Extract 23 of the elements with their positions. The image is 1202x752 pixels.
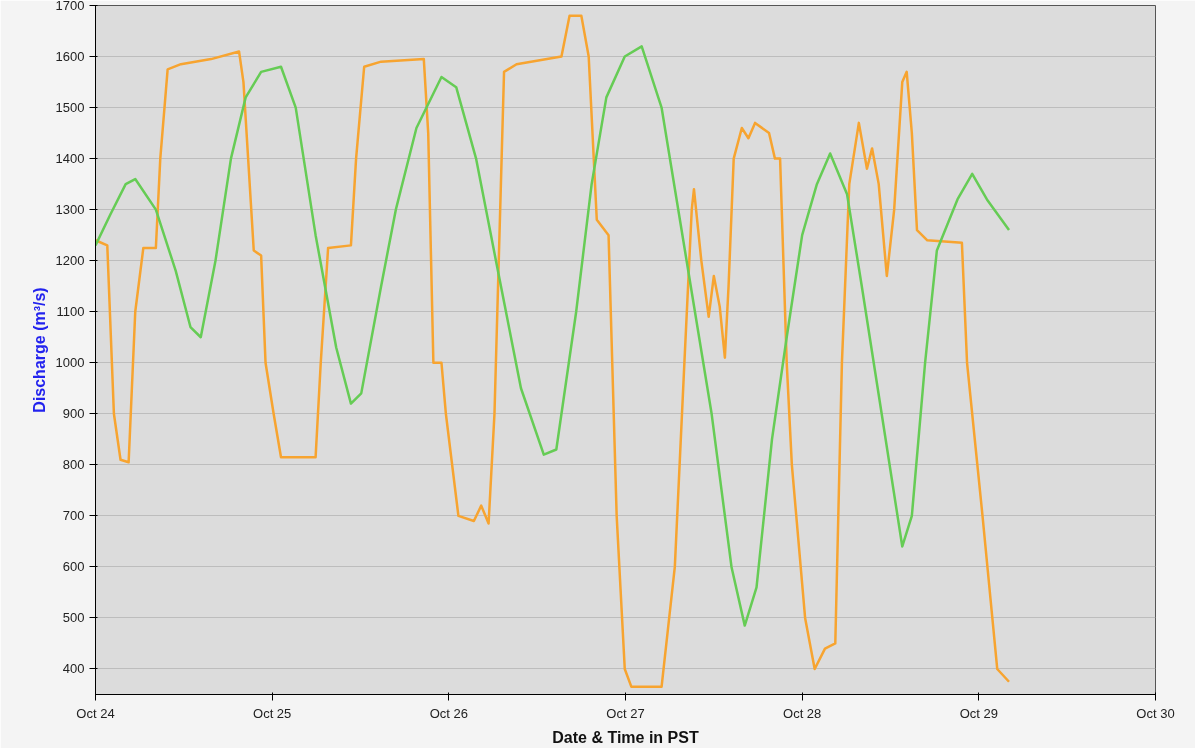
y-tick-label: 1700 (55, 0, 85, 13)
y-axis-title: Discharge (m³/s) (30, 287, 48, 413)
x-tick-label: Oct 28 (783, 705, 822, 721)
y-tick-label: 1000 (55, 355, 85, 371)
x-tick-label: Oct 30 (1136, 705, 1175, 721)
x-tick-label: Oct 26 (429, 705, 468, 721)
x-tick-label: Oct 27 (606, 705, 645, 721)
y-tick-label: 600 (62, 559, 85, 575)
x-tick-label: Oct 25 (253, 705, 292, 721)
y-tick-label: 1300 (55, 202, 85, 218)
y-tick-label: 1200 (55, 253, 85, 269)
y-tick-label: 1600 (55, 49, 85, 65)
y-tick-label: 400 (62, 661, 85, 677)
x-tick-label: Oct 24 (76, 705, 115, 721)
x-axis-title: Date & Time in PST (552, 728, 699, 746)
y-tick-label: 900 (62, 406, 85, 422)
y-tick-label: 800 (62, 457, 85, 473)
y-tick-label: 500 (62, 610, 85, 626)
y-tick-label: 700 (62, 508, 85, 524)
y-tick-label: 1400 (55, 151, 85, 167)
y-tick-label: 1100 (56, 304, 85, 320)
x-tick-label: Oct 29 (959, 705, 998, 721)
y-tick-label: 1500 (55, 100, 85, 116)
